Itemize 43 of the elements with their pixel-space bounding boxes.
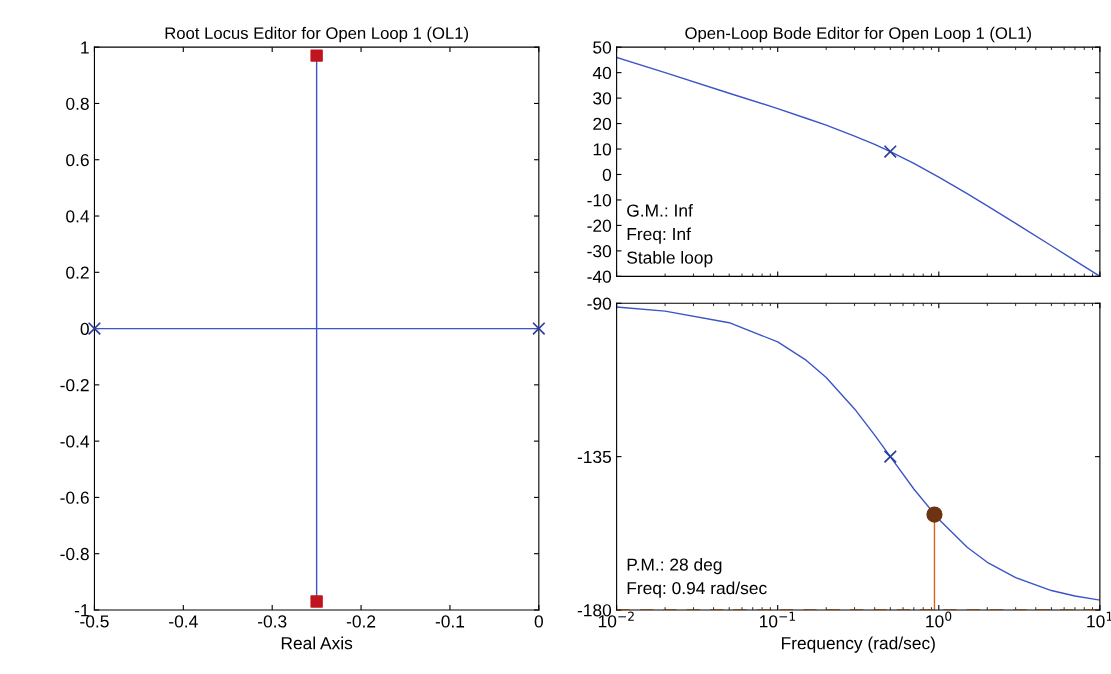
y-tick-label: 20 bbox=[593, 117, 612, 131]
y-tick-label: 30 bbox=[593, 92, 612, 105]
y-tick-label: -20 bbox=[587, 219, 612, 232]
y-tick-label: 0.2 bbox=[66, 266, 89, 279]
x-axis-title: Real Axis bbox=[281, 636, 353, 650]
y-tick-label: 50 bbox=[593, 41, 612, 54]
y-tick-label: -0.8 bbox=[60, 547, 89, 561]
annotation: Stable loop bbox=[627, 250, 713, 268]
y-tick-label: 0.8 bbox=[66, 97, 89, 110]
x-tick-label: -0.2 bbox=[346, 615, 376, 628]
y-tick-label: 40 bbox=[592, 66, 612, 80]
annotation: P.M.: 28 deg bbox=[627, 558, 722, 575]
chart-title: Root Locus Editor for Open Loop 1 (OL1) bbox=[165, 26, 469, 43]
x-axis-title: Frequency (rad/sec) bbox=[782, 636, 935, 653]
y-tick-label: -30 bbox=[587, 245, 612, 258]
annotation: G.M.: Inf bbox=[627, 204, 693, 217]
y-tick-label: -0.2 bbox=[60, 379, 89, 392]
annotation: Freq: 0.94 rad/sec bbox=[627, 581, 767, 598]
y-tick-label: 0 bbox=[80, 322, 89, 336]
y-tick-label: -1 bbox=[74, 604, 89, 617]
point bbox=[310, 49, 323, 62]
y-tick-label: -10 bbox=[587, 194, 612, 207]
y-tick-label: 10 bbox=[593, 143, 612, 156]
x-tick-label: -0.3 bbox=[258, 615, 287, 628]
y-tick-label: -0.4 bbox=[60, 435, 90, 448]
x-tick-label: 10$^{0}$ bbox=[926, 611, 952, 628]
x-tick-label: -0.1 bbox=[435, 615, 465, 628]
x-tick-label: -0.4 bbox=[169, 615, 198, 628]
y-tick-label: -40 bbox=[587, 270, 612, 283]
y-tick-label: -90 bbox=[587, 297, 612, 310]
x-tick-label: -0.5 bbox=[80, 615, 109, 628]
x-tick-label: 10$^{−1}$ bbox=[760, 611, 795, 628]
point bbox=[310, 595, 323, 608]
x-tick-label: 0 bbox=[534, 615, 543, 628]
y-tick-label: 0 bbox=[602, 168, 612, 181]
y-tick-label: 0.6 bbox=[66, 153, 89, 167]
chart-title: Open-Loop Bode Editor for Open Loop 1 (OL1) bbox=[685, 26, 1031, 43]
y-tick-label: -135 bbox=[577, 450, 612, 464]
annotation: Freq: Inf bbox=[627, 227, 691, 244]
y-tick-label: 1 bbox=[81, 41, 89, 54]
y-tick-label: -0.6 bbox=[60, 491, 89, 504]
y-tick-label: 0.4 bbox=[66, 210, 90, 223]
point bbox=[532, 321, 546, 336]
